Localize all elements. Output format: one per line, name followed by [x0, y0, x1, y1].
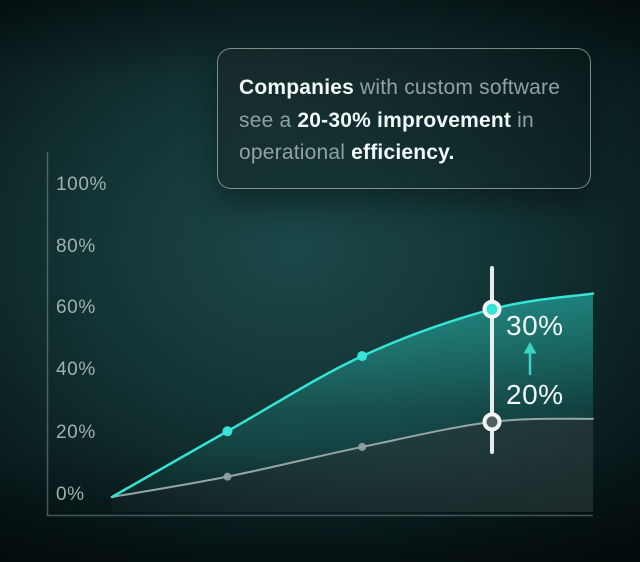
callout-text-segment: in [511, 108, 534, 132]
callout-text-segment: efficiency. [351, 141, 455, 164]
callout-text: Companies with custom software see a 20-3… [239, 72, 574, 170]
y-tick-label: 20% [56, 422, 96, 443]
callout-text-line: see a 20-30% improvement in [239, 105, 574, 138]
annotation-bottom-label: 20% [506, 379, 564, 410]
arrow-up-icon [523, 342, 537, 376]
lower-series-point [223, 472, 232, 481]
upper-series-point [222, 426, 233, 437]
callout-text-line: Companies with custom software [239, 72, 574, 105]
callout-text-line: operational efficiency. [239, 137, 574, 170]
callout-text-segment: 20-30% improvement [297, 108, 512, 132]
y-tick-label: 0% [56, 484, 85, 505]
y-tick-label: 40% [56, 359, 96, 380]
upper-series-area [112, 293, 593, 497]
callout-text-segment: with custom software [354, 76, 561, 99]
lower-series-area [112, 418, 593, 512]
y-tick-label: 60% [56, 297, 96, 318]
markers-group [222, 299, 502, 481]
areas-group [112, 293, 593, 512]
lower-series-point [358, 442, 367, 451]
annotation-top-label: 30% [506, 310, 564, 341]
callout-card: Companies with custom software see a 20-3… [217, 48, 591, 189]
callout-text-segment: see a [239, 108, 298, 132]
lower-highlight-dot [482, 412, 502, 432]
upper-highlight-dot [482, 299, 502, 319]
callout-text-segment: operational [239, 141, 352, 164]
upper-series-point [357, 351, 368, 362]
y-tick-label: 100% [56, 174, 107, 195]
y-tick-label: 80% [56, 236, 96, 257]
callout-text-segment: Companies [239, 76, 354, 99]
